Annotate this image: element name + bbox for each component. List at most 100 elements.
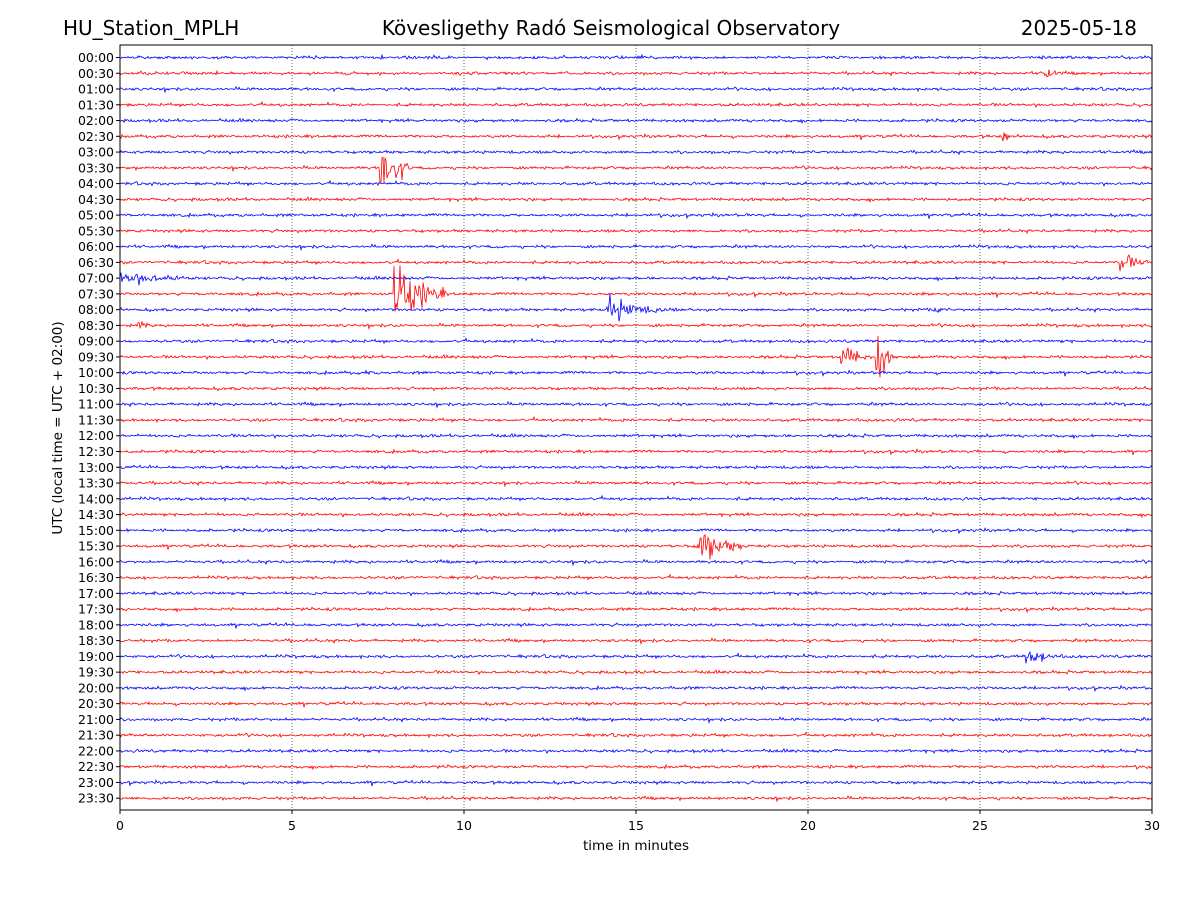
y-tick-label: 06:00 bbox=[78, 239, 114, 254]
trace-0800 bbox=[119, 293, 1153, 322]
trace-1630 bbox=[119, 573, 1153, 581]
chart-date: 2025-05-18 bbox=[1021, 16, 1137, 40]
y-tick-label: 14:30 bbox=[78, 507, 114, 522]
trace-group bbox=[119, 53, 1153, 803]
trace-2230 bbox=[119, 763, 1153, 771]
y-tick-label: 00:00 bbox=[78, 50, 114, 65]
y-tick-label: 03:30 bbox=[78, 160, 114, 175]
y-tick-label: 04:00 bbox=[78, 176, 114, 191]
trace-1100 bbox=[119, 401, 1153, 409]
trace-1500 bbox=[119, 527, 1153, 535]
y-tick-label: 21:30 bbox=[78, 728, 114, 743]
trace-0100 bbox=[119, 85, 1153, 94]
trace-0400 bbox=[119, 179, 1153, 187]
trace-0730 bbox=[119, 265, 1153, 312]
y-tick-label: 06:30 bbox=[78, 255, 114, 270]
trace-1600 bbox=[119, 558, 1153, 567]
y-tick-label: 09:30 bbox=[78, 349, 114, 364]
trace-0930 bbox=[119, 336, 1153, 378]
y-tick-label: 15:00 bbox=[78, 523, 114, 538]
trace-2130 bbox=[119, 731, 1153, 739]
y-tick-label: 12:00 bbox=[78, 428, 114, 443]
y-tick-label: 20:30 bbox=[78, 696, 114, 711]
y-tick-label: 13:00 bbox=[78, 460, 114, 475]
trace-0500 bbox=[119, 211, 1153, 220]
y-tick-label: 18:00 bbox=[78, 617, 114, 632]
trace-2330 bbox=[119, 795, 1153, 803]
y-tick-label: 19:00 bbox=[78, 649, 114, 664]
trace-1230 bbox=[119, 448, 1153, 456]
trace-2200 bbox=[119, 747, 1153, 755]
trace-1330 bbox=[119, 479, 1153, 488]
trace-1730 bbox=[119, 605, 1153, 614]
x-tick-label: 5 bbox=[288, 818, 296, 833]
trace-0600 bbox=[119, 243, 1153, 252]
y-tick-label: 13:30 bbox=[78, 476, 114, 491]
trace-2030 bbox=[119, 700, 1153, 708]
trace-0430 bbox=[119, 196, 1153, 203]
trace-1430 bbox=[119, 511, 1153, 519]
y-tick-label: 14:00 bbox=[78, 491, 114, 506]
y-tick-label: 05:00 bbox=[78, 208, 114, 223]
y-tick-label: 07:30 bbox=[78, 286, 114, 301]
station-name: HU_Station_MPLH bbox=[63, 16, 239, 40]
y-tick-label: 00:30 bbox=[78, 66, 114, 81]
y-tick-label: 05:30 bbox=[78, 223, 114, 238]
trace-1830 bbox=[119, 637, 1153, 646]
trace-0030 bbox=[119, 69, 1153, 78]
y-tick-label: 03:00 bbox=[78, 145, 114, 160]
trace-0530 bbox=[119, 227, 1153, 235]
trace-1300 bbox=[119, 464, 1153, 471]
trace-0000 bbox=[119, 53, 1153, 61]
y-tick-label: 04:30 bbox=[78, 192, 114, 207]
trace-0630 bbox=[119, 254, 1153, 272]
chart-title: Kövesligethy Radó Seismological Observat… bbox=[382, 16, 840, 40]
x-axis-label: time in minutes bbox=[583, 838, 689, 854]
trace-0700 bbox=[119, 272, 1153, 286]
trace-1030 bbox=[119, 385, 1153, 392]
y-tick-label: 16:30 bbox=[78, 570, 114, 585]
y-tick-label: 01:30 bbox=[78, 97, 114, 112]
y-tick-label: 22:00 bbox=[78, 743, 114, 758]
x-tick-label: 10 bbox=[456, 818, 472, 833]
y-tick-label: 23:00 bbox=[78, 775, 114, 790]
y-tick-label: 22:30 bbox=[78, 759, 114, 774]
trace-1000 bbox=[119, 369, 1153, 377]
trace-0900 bbox=[119, 337, 1153, 345]
y-tick-label: 18:30 bbox=[78, 633, 114, 648]
y-tick-label: 02:30 bbox=[78, 129, 114, 144]
y-tick-label: 07:00 bbox=[78, 271, 114, 286]
y-tick-label: 08:00 bbox=[78, 302, 114, 317]
y-tick-labels: 00:0000:3001:0001:3002:0002:3003:0003:30… bbox=[78, 50, 120, 806]
y-tick-label: 02:00 bbox=[78, 113, 114, 128]
trace-1130 bbox=[119, 416, 1153, 424]
trace-0200 bbox=[119, 117, 1153, 125]
y-tick-label: 19:30 bbox=[78, 665, 114, 680]
y-tick-label: 09:00 bbox=[78, 334, 114, 349]
y-tick-label: 08:30 bbox=[78, 318, 114, 333]
trace-1930 bbox=[119, 669, 1153, 676]
trace-1900 bbox=[119, 650, 1153, 664]
y-axis-label: UTC (local time = UTC + 02:00) bbox=[50, 321, 66, 534]
x-tick-labels: 0 5 10 15 20 25 30 bbox=[116, 810, 1160, 833]
y-tick-label: 11:00 bbox=[78, 397, 114, 412]
y-tick-label: 01:00 bbox=[78, 82, 114, 97]
trace-2100 bbox=[119, 716, 1153, 724]
trace-0330 bbox=[119, 156, 1153, 183]
trace-0830 bbox=[119, 321, 1153, 330]
y-tick-label: 10:30 bbox=[78, 381, 114, 396]
trace-1800 bbox=[119, 621, 1153, 629]
x-tick-label: 0 bbox=[116, 818, 124, 833]
y-tick-label: 16:00 bbox=[78, 554, 114, 569]
trace-1400 bbox=[119, 494, 1153, 502]
trace-0230 bbox=[119, 132, 1153, 142]
trace-0130 bbox=[119, 100, 1153, 109]
trace-1700 bbox=[119, 590, 1153, 597]
y-tick-label: 17:30 bbox=[78, 602, 114, 617]
y-tick-label: 17:00 bbox=[78, 586, 114, 601]
x-tick-label: 15 bbox=[628, 818, 644, 833]
trace-1530 bbox=[119, 533, 1153, 560]
trace-2300 bbox=[119, 779, 1153, 787]
y-tick-label: 11:30 bbox=[78, 412, 114, 427]
